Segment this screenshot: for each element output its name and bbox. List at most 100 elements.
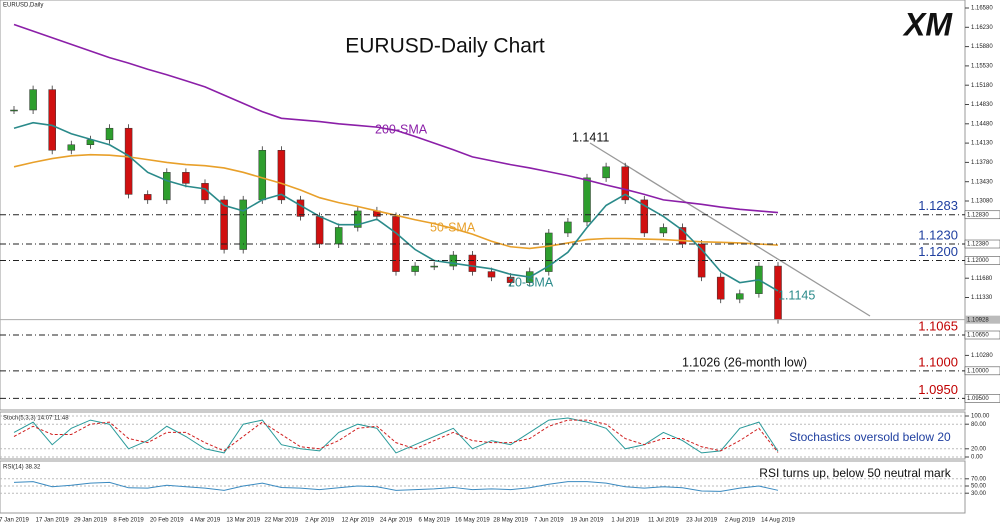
- trend-line: [589, 142, 871, 317]
- y-tick-label: 1.13080: [971, 199, 993, 205]
- y-tick-label: 1.15530: [971, 63, 993, 69]
- level-label: 1.1283: [918, 198, 958, 213]
- x-tick-label: 28 May 2019: [493, 518, 528, 524]
- candle: [678, 227, 687, 245]
- candle: [124, 127, 133, 195]
- x-tick-label: 2 Apr 2019: [305, 518, 335, 524]
- y-tick-label: 1.13780: [971, 160, 993, 166]
- axis-box: [965, 315, 1000, 324]
- main-panel: [0, 0, 966, 411]
- series-line: [13, 121, 779, 292]
- x-tick-label: 7 Jun 2019: [534, 518, 564, 524]
- y-tick-label: 1.14830: [971, 102, 993, 108]
- symbol-label: EURUSD,Daily: [3, 3, 43, 9]
- candle: [277, 150, 286, 201]
- y-tick-label: 0.00: [971, 455, 983, 461]
- x-tick-label: 17 Jan 2019: [36, 518, 70, 524]
- candle: [182, 172, 190, 184]
- candle: [545, 232, 553, 272]
- axis-box: [964, 210, 1000, 220]
- candle: [143, 194, 152, 201]
- y-tick-label: 1.14480: [971, 121, 993, 127]
- x-tick-label: 13 Mar 2019: [226, 518, 260, 524]
- candle: [716, 276, 725, 300]
- y-tick-label: 1.16580: [971, 6, 993, 12]
- series-line: [13, 153, 779, 250]
- annotation: 1.1145: [778, 288, 815, 302]
- x-tick-label: 14 Aug 2019: [761, 518, 795, 524]
- x-tick-label: 19 Jun 2019: [570, 518, 604, 524]
- candle: [29, 89, 37, 111]
- chart-title: EURUSD-Daily Chart: [345, 35, 545, 58]
- candle: [659, 227, 668, 234]
- axis-box-label: 1.12000: [967, 258, 989, 264]
- y-tick-label: 30.00: [971, 491, 987, 497]
- x-tick-label: 4 Mar 2019: [190, 518, 221, 524]
- candle: [315, 216, 324, 245]
- candle: [239, 199, 247, 250]
- level-label: 1.1000: [918, 354, 958, 369]
- series-label: 200-SMA: [375, 122, 428, 136]
- candle: [48, 89, 56, 151]
- candle: [296, 199, 305, 217]
- candle: [220, 199, 228, 250]
- y-tick-label: 1.15880: [971, 44, 993, 50]
- y-tick-label: 70.00: [971, 476, 987, 482]
- x-tick-label: 7 Jan 2019: [0, 518, 30, 524]
- candle: [411, 265, 419, 272]
- rsi-annotation: RSI turns up, below 50 neutral mark: [759, 466, 951, 480]
- axis-box-label: 1.12830: [967, 212, 989, 218]
- candle: [640, 199, 649, 234]
- stoch-label: Stoch(5,3,3) 14.07 11.48: [3, 416, 69, 422]
- y-tick-label: 20.00: [971, 446, 987, 452]
- candle: [506, 276, 515, 283]
- axis-box-label: 1.12380: [967, 242, 989, 248]
- axis-box: [964, 239, 1000, 249]
- series-label: 50-SMA: [430, 220, 476, 234]
- level-label: 1.0950: [918, 382, 958, 397]
- axis-box: [964, 366, 1000, 376]
- series-line: [13, 419, 779, 453]
- candle: [621, 166, 629, 201]
- axis-box-label: 1.09500: [967, 396, 989, 402]
- axis-box-label: 1.10928: [967, 317, 989, 323]
- axis-box-label: 1.10650: [967, 333, 989, 339]
- logo: XM: [902, 6, 953, 42]
- level-label: 1.1200: [918, 244, 958, 259]
- x-tick-label: 6 May 2019: [419, 518, 451, 524]
- y-tick-label: 1.16230: [971, 25, 993, 31]
- y-tick-label: 50.00: [971, 484, 987, 490]
- y-tick-label: 100.00: [971, 414, 990, 420]
- series-line: [13, 23, 779, 214]
- stoch-annotation: Stochastics oversold below 20: [789, 430, 951, 444]
- x-tick-label: 20 Feb 2019: [150, 518, 184, 524]
- rsi-panel: [0, 460, 966, 514]
- candle: [736, 293, 744, 300]
- axis-box: [964, 330, 1000, 340]
- candle: [354, 210, 362, 228]
- x-tick-label: 29 Jan 2019: [74, 518, 108, 524]
- axis-box-label: 1.10000: [967, 368, 989, 374]
- x-tick-label: 1 Jul 2019: [611, 518, 639, 524]
- candle: [105, 127, 114, 141]
- candle: [602, 166, 610, 179]
- y-tick-label: 1.14130: [971, 141, 993, 147]
- series-label: 20-SMA: [508, 275, 554, 289]
- annotation: 1.1411: [572, 130, 609, 144]
- candle: [258, 150, 267, 201]
- y-tick-label: 1.15180: [971, 83, 993, 89]
- level-label: 1.1230: [918, 227, 958, 242]
- candle: [564, 221, 572, 234]
- x-tick-label: 23 Jul 2019: [686, 518, 718, 524]
- level-label: 1.1065: [918, 318, 958, 333]
- y-tick-label: 1.11330: [971, 295, 993, 301]
- x-tick-label: 24 Apr 2019: [380, 518, 413, 524]
- candle: [487, 271, 496, 278]
- y-tick-label: 80.00: [971, 422, 987, 428]
- axis-box: [964, 256, 1000, 265]
- y-tick-label: 1.11680: [971, 276, 993, 282]
- annotation: 1.1026 (26-month low): [682, 355, 807, 369]
- y-tick-label: 1.10280: [971, 353, 993, 359]
- axis-box: [964, 394, 1000, 403]
